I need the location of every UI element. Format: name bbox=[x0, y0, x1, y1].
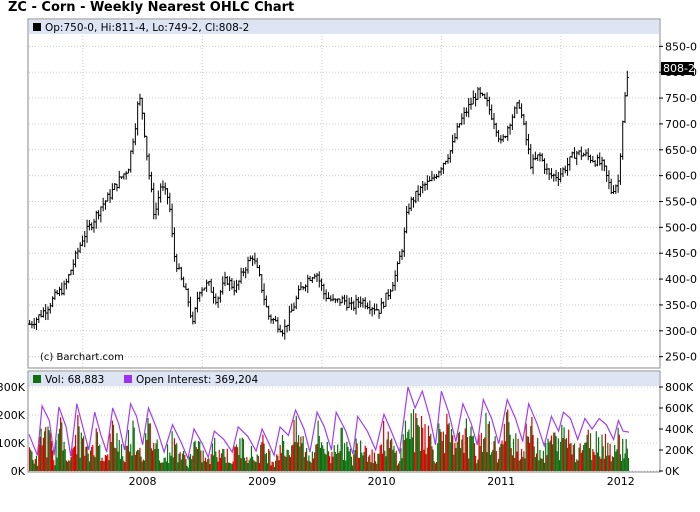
open-interest-tick-label: 0K bbox=[665, 465, 680, 478]
price-tick-label: 450-0 bbox=[665, 247, 697, 260]
volume-y-axis: 0K 100K 200K 300K bbox=[0, 381, 26, 478]
price-tick-label: 850-0 bbox=[665, 40, 697, 53]
volume-legend-bar bbox=[29, 372, 659, 386]
price-tick-label: 700-0 bbox=[665, 118, 697, 131]
price-tick-label: 400-0 bbox=[665, 273, 697, 286]
open-interest-tick-label: 600K bbox=[665, 402, 694, 415]
open-interest-legend-swatch bbox=[124, 375, 132, 383]
watermark: (c) Barchart.com bbox=[40, 352, 124, 363]
volume-tick-label: 100K bbox=[0, 437, 26, 450]
x-tick-label: 2010 bbox=[368, 475, 396, 488]
price-y-axis: 250-0 300-0 350-0 400-0 450-0 500-0 550-0 600-0… bbox=[659, 40, 697, 364]
price-legend-bar bbox=[29, 20, 659, 34]
price-tick-label: 300-0 bbox=[665, 325, 697, 338]
open-interest-tick-label: 200K bbox=[665, 444, 694, 457]
x-tick-label: 2011 bbox=[487, 475, 515, 488]
ohlc-bar bbox=[625, 70, 629, 97]
price-tick-label: 500-0 bbox=[665, 221, 697, 234]
price-tick-label: 350-0 bbox=[665, 299, 697, 312]
x-tick-label: 2012 bbox=[607, 475, 635, 488]
volume-legend-swatch bbox=[33, 375, 41, 383]
price-legend-text: Op:750-0, Hi:811-4, Lo:749-2, Cl:808-2 bbox=[45, 22, 249, 34]
x-axis: 2008 2009 2010 2011 2012 bbox=[129, 475, 635, 488]
x-tick-label: 2009 bbox=[248, 475, 276, 488]
last-price-box bbox=[661, 62, 694, 75]
price-tick-label: 650-0 bbox=[665, 144, 697, 157]
price-bars bbox=[28, 70, 629, 340]
price-tick-label: 600-0 bbox=[665, 170, 697, 183]
price-tick-label: 250-0 bbox=[665, 351, 697, 364]
volume-tick-label: 200K bbox=[0, 409, 26, 422]
price-tick-label: 750-0 bbox=[665, 92, 697, 105]
price-tick-label: 550-0 bbox=[665, 196, 697, 209]
last-price-label: 808-2 bbox=[663, 62, 695, 75]
volume-tick-label: 0K bbox=[11, 465, 26, 478]
price-panel bbox=[27, 18, 661, 369]
open-interest-line bbox=[28, 386, 630, 461]
open-interest-legend-text: Open Interest: 369,204 bbox=[136, 374, 258, 386]
price-legend-swatch bbox=[33, 23, 41, 31]
volume-bars bbox=[28, 409, 630, 471]
chart-title: ZC - Corn - Weekly Nearest OHLC Chart bbox=[8, 0, 295, 15]
volume-tick-label: 300K bbox=[0, 381, 26, 394]
volume-legend-text: Vol: 68,883 bbox=[45, 374, 104, 386]
open-interest-y-axis: 0K 200K 400K 600K 800K bbox=[659, 381, 694, 478]
x-tick-label: 2008 bbox=[129, 475, 157, 488]
open-interest-tick-label: 400K bbox=[665, 423, 694, 436]
open-interest-tick-label: 800K bbox=[665, 381, 694, 394]
